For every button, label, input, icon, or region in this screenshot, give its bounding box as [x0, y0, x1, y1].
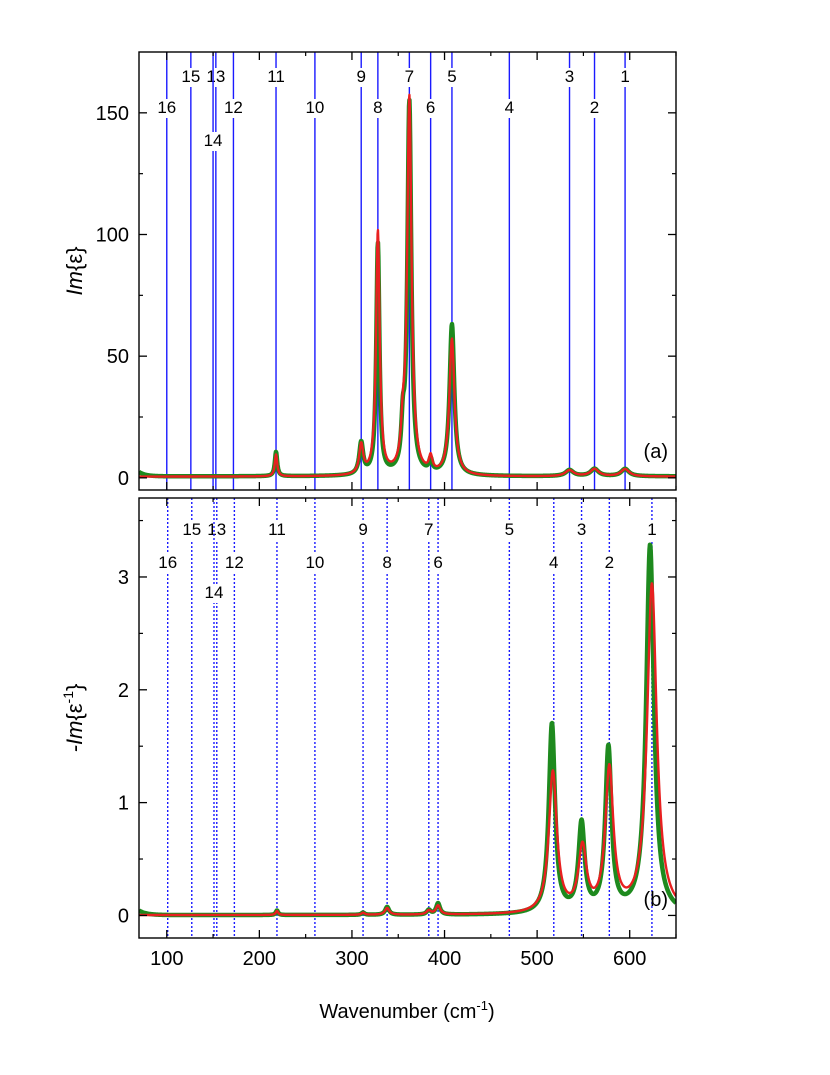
- mode-label-bg-3: [563, 68, 577, 87]
- mode-label-4: 4: [505, 98, 514, 117]
- mode-label-bg-7: [402, 68, 416, 87]
- mode-label-bg-7: [422, 521, 436, 540]
- mode-label-1: 1: [647, 520, 656, 539]
- mode-label-bg-2: [588, 99, 602, 118]
- mode-label-12: 12: [224, 98, 243, 117]
- mode-label-7: 7: [405, 67, 414, 86]
- mode-label-bg-15: [181, 521, 202, 540]
- mode-label-bg-8: [371, 99, 385, 118]
- mode-label-6: 6: [426, 98, 435, 117]
- y-tick-label: 0: [118, 905, 129, 927]
- mode-label-2: 2: [605, 553, 614, 572]
- y-tick-label: 50: [107, 346, 129, 368]
- mode-label-5: 5: [505, 520, 514, 539]
- mode-label-bg-11: [266, 68, 287, 87]
- mode-label-bg-6: [431, 554, 445, 573]
- x-tick-label: 400: [428, 948, 461, 970]
- mode-label-bg-4: [502, 99, 516, 118]
- mode-label-bg-9: [354, 68, 368, 87]
- mode-label-bg-6: [424, 99, 438, 118]
- mode-label-9: 9: [356, 67, 365, 86]
- mode-label-1: 1: [620, 67, 629, 86]
- mode-label-bg-10: [304, 99, 325, 118]
- series-line-2: [139, 93, 676, 478]
- x-axis-label: Wavenumber (cm-1): [319, 998, 494, 1023]
- mode-label-bg-5: [445, 68, 459, 87]
- mode-label-bg-14: [203, 132, 224, 151]
- plot-frame: [138, 497, 677, 939]
- mode-label-14: 14: [205, 583, 224, 602]
- mode-label-14: 14: [204, 131, 223, 150]
- y-axis-label: -Im{ε-1}: [60, 684, 87, 753]
- mode-label-5: 5: [447, 67, 456, 86]
- mode-label-4: 4: [549, 553, 558, 572]
- mode-label-bg-4: [547, 554, 561, 573]
- mode-label-bg-2: [602, 554, 616, 573]
- mode-label-bg-1: [618, 68, 632, 87]
- mode-label-bg-9: [356, 521, 370, 540]
- x-tick-label: 200: [243, 948, 276, 970]
- mode-label-7: 7: [424, 520, 433, 539]
- y-axis-label: Im{ε}: [62, 247, 87, 296]
- mode-label-bg-16: [157, 554, 178, 573]
- mode-label-bg-3: [575, 521, 589, 540]
- mode-label-10: 10: [305, 553, 324, 572]
- mode-label-13: 13: [207, 520, 226, 539]
- mode-label-13: 13: [206, 67, 225, 86]
- mode-label-16: 16: [157, 98, 176, 117]
- y-tick-label: 0: [118, 468, 129, 490]
- mode-label-8: 8: [373, 98, 382, 117]
- y-tick-label: 150: [96, 103, 129, 125]
- mode-label-12: 12: [225, 553, 244, 572]
- x-tick-label: 100: [150, 948, 183, 970]
- mode-label-11: 11: [268, 520, 286, 539]
- mode-label-2: 2: [590, 98, 599, 117]
- mode-label-bg-16: [156, 99, 177, 118]
- mode-label-8: 8: [382, 553, 391, 572]
- mode-label-bg-13: [206, 521, 227, 540]
- x-tick-label: 500: [520, 948, 553, 970]
- mode-label-bg-8: [380, 554, 394, 573]
- plot-frame: [138, 51, 677, 491]
- y-tick-label: 2: [118, 680, 129, 702]
- mode-label-11: 11: [267, 67, 285, 86]
- series-line-2: [139, 582, 676, 917]
- mode-label-bg-12: [223, 99, 244, 118]
- mode-label-bg-1: [645, 521, 659, 540]
- x-tick-label: 300: [335, 948, 368, 970]
- mode-label-bg-10: [304, 554, 325, 573]
- panel-label: (a): [644, 441, 668, 463]
- y-tick-label: 1: [118, 793, 129, 815]
- mode-label-10: 10: [305, 98, 324, 117]
- mode-label-bg-13: [205, 68, 226, 87]
- mode-label-9: 9: [358, 520, 367, 539]
- mode-label-bg-12: [224, 554, 245, 573]
- mode-label-3: 3: [565, 67, 574, 86]
- mode-label-bg-14: [203, 584, 224, 603]
- panel-label: (b): [644, 889, 668, 911]
- mode-label-3: 3: [577, 520, 586, 539]
- mode-label-15: 15: [181, 67, 200, 86]
- mode-label-15: 15: [182, 520, 201, 539]
- mode-label-6: 6: [433, 553, 442, 572]
- mode-label-bg-5: [502, 521, 516, 540]
- mode-label-16: 16: [158, 553, 177, 572]
- x-tick-label: 600: [613, 948, 646, 970]
- y-tick-label: 3: [118, 567, 129, 589]
- mode-label-bg-15: [180, 68, 201, 87]
- mode-label-bg-11: [266, 521, 287, 540]
- y-tick-label: 100: [96, 225, 129, 247]
